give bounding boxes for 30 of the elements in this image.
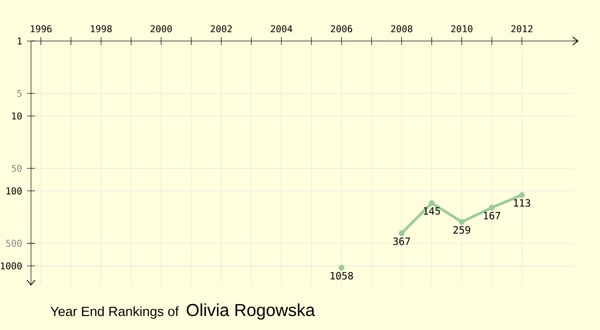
y-tick-label: 10 <box>12 112 22 120</box>
text: Year End Rankings of <box>50 306 179 319</box>
x-tick-label: 1996 <box>30 25 52 32</box>
data-label: 167 <box>484 212 500 220</box>
point <box>398 230 405 236</box>
x-tick-label: 2000 <box>150 25 172 32</box>
point <box>458 218 465 225</box>
x-tick-label: 2006 <box>330 25 352 32</box>
data-label: 259 <box>453 226 470 234</box>
data-label: 1058 <box>330 272 353 280</box>
x-tick-label: 2002 <box>210 25 232 32</box>
x-tick-label: 1998 <box>90 25 112 32</box>
x-tick-label: 2012 <box>511 25 532 32</box>
point <box>518 192 525 198</box>
data-label: 145 <box>424 207 440 215</box>
point <box>338 264 344 271</box>
y-tick-label: 1000 <box>0 262 22 270</box>
data-label: 113 <box>514 199 530 207</box>
point <box>428 200 435 206</box>
x-tick-label: 2010 <box>451 25 472 32</box>
x-tick-label: 2004 <box>270 25 292 32</box>
y-tick-label: 5 <box>17 90 22 97</box>
y-tick-label: 50 <box>12 164 22 172</box>
point <box>488 204 495 211</box>
y-tick-label: 100 <box>6 187 22 194</box>
y-tick-label: 1 <box>18 38 22 44</box>
y-tick-label: 500 <box>6 240 22 247</box>
text: Olivia Rogowska <box>186 303 315 320</box>
data-label: 367 <box>393 238 410 246</box>
x-tick-label: 2008 <box>391 25 412 32</box>
